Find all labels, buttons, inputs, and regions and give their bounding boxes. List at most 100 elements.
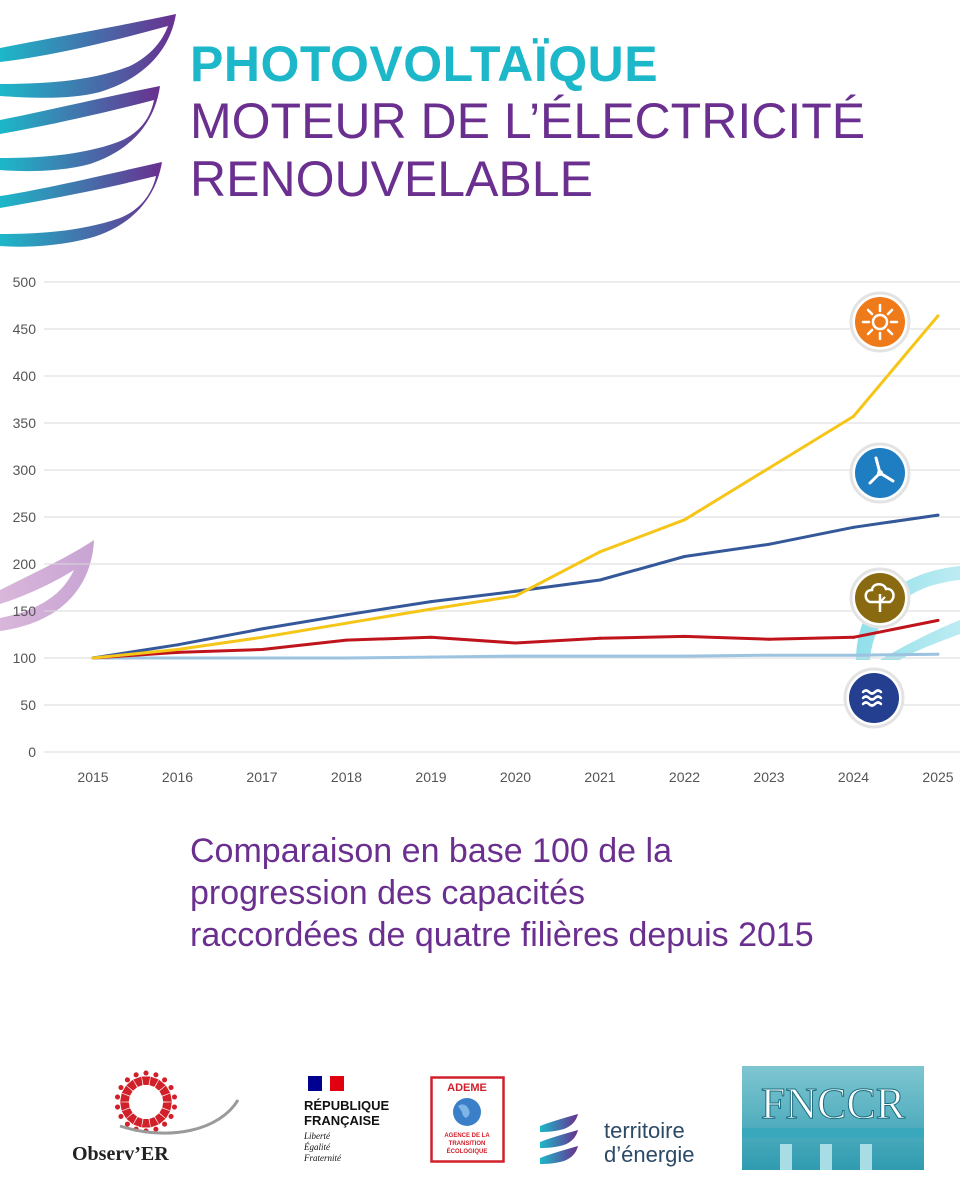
data-point [936, 618, 940, 622]
observer-figure [114, 1102, 130, 1111]
ademe-sub-2: TRANSITION [449, 1141, 486, 1147]
rf-motto-2: Égalité [303, 1142, 331, 1152]
data-point [429, 600, 433, 604]
observer-figure [159, 1084, 174, 1096]
data-point [852, 635, 855, 639]
data-point [767, 466, 771, 470]
fnccr-logo: FNCCR [742, 1066, 924, 1170]
waves-icon [843, 667, 905, 729]
y-tick-label: 150 [13, 603, 37, 619]
data-point [345, 638, 348, 642]
title-line-2: MOTEUR DE L’ÉLECTRICITÉ [190, 93, 866, 149]
x-tick-label: 2021 [584, 769, 615, 785]
chart-caption: Comparaison en base 100 de la progressio… [190, 830, 814, 956]
y-tick-label: 300 [13, 462, 37, 478]
ademe-logo: ADEME AGENCE DE LA TRANSITION ÉCOLOGIQUE [430, 1076, 505, 1163]
te-line-1: territoire [604, 1118, 685, 1143]
data-point [514, 654, 517, 658]
observer-figure [114, 1093, 130, 1102]
caption-line-2: progression des capacités [190, 874, 586, 912]
observer-figure [162, 1102, 178, 1111]
y-tick-label: 350 [13, 415, 37, 431]
data-point [429, 655, 433, 659]
left-mid-swoosh [0, 540, 94, 631]
data-point [598, 654, 602, 658]
data-point [260, 627, 264, 631]
sun-icon [849, 291, 911, 353]
series-line-sun [92, 314, 940, 660]
data-point [176, 650, 179, 654]
observer-figure [141, 1070, 151, 1085]
y-axis-labels: 0 50 100 150 200 250 300 350 400 450 500 [13, 274, 37, 760]
data-point [683, 554, 686, 558]
rf-motto-1: Liberté [303, 1131, 331, 1141]
data-point [260, 656, 264, 660]
observer-figure [159, 1108, 174, 1120]
y-tick-label: 200 [13, 556, 37, 572]
partner-logos: Observ’ER RÉPUBLIQUE FRANÇAISE Liberté É… [0, 1060, 960, 1200]
data-point [345, 621, 348, 625]
observer-figure [149, 1117, 159, 1132]
data-point [429, 635, 433, 639]
data-point [176, 643, 179, 647]
y-tick-label: 450 [13, 321, 37, 337]
data-point [936, 513, 940, 517]
observer-figure [149, 1072, 159, 1087]
observer-name: Observ’ER [72, 1143, 169, 1165]
te-line-2: d’énergie [604, 1142, 695, 1167]
data-point [514, 589, 517, 593]
observer-figure [162, 1093, 178, 1102]
x-tick-label: 2024 [838, 769, 869, 785]
data-point [936, 652, 940, 656]
data-point [345, 613, 348, 617]
observer-logo: Observ’ER [72, 1070, 240, 1165]
data-point [683, 654, 686, 658]
data-point [176, 648, 179, 652]
ademe-sub-3: ÉCOLOGIQUE [447, 1147, 488, 1155]
territoire-energie-logo: territoire d’énergie [540, 1114, 695, 1167]
data-point [767, 542, 771, 546]
republique-francaise-logo: RÉPUBLIQUE FRANÇAISE Liberté Égalité Fra… [303, 1076, 390, 1163]
rf-line-2: FRANÇAISE [304, 1113, 380, 1128]
data-point [936, 314, 940, 318]
ademe-sub-1: AGENCE DE LA [444, 1133, 490, 1139]
series-lines [92, 314, 940, 660]
y-tick-label: 400 [13, 368, 37, 384]
observer-figure [118, 1084, 133, 1096]
series-line-tree [92, 618, 939, 660]
y-tick-label: 250 [13, 509, 37, 525]
fnccr-name: FNCCR [761, 1079, 906, 1128]
x-tick-label: 2016 [162, 769, 193, 785]
x-tick-label: 2017 [246, 769, 277, 785]
x-tick-label: 2025 [922, 769, 953, 785]
data-point [514, 641, 517, 645]
data-point [429, 607, 433, 611]
data-point [260, 635, 264, 639]
title-line-3: RENOUVELABLE [190, 151, 593, 207]
x-tick-label: 2015 [77, 769, 108, 785]
data-point [767, 653, 771, 657]
caption-line-3: raccordées de quatre filières depuis 201… [190, 916, 814, 954]
y-tick-label: 50 [20, 697, 36, 713]
data-point [852, 414, 855, 418]
observer-figure [133, 1072, 143, 1087]
right-mid-swoosh [856, 566, 960, 660]
data-point [852, 653, 855, 657]
wind-turbine-icon [849, 442, 911, 504]
series-points [91, 314, 940, 660]
data-point [260, 648, 264, 652]
rf-line-1: RÉPUBLIQUE [304, 1098, 390, 1113]
data-point [345, 656, 348, 660]
data-point [683, 518, 686, 522]
data-point [91, 656, 95, 660]
data-point [176, 656, 179, 660]
series-line-wind-turbine [92, 513, 939, 660]
data-point [598, 578, 602, 582]
top-left-swoosh [0, 14, 176, 247]
observer-figure [118, 1108, 133, 1120]
data-point [598, 550, 602, 554]
data-point [852, 525, 855, 529]
x-tick-label: 2023 [753, 769, 784, 785]
